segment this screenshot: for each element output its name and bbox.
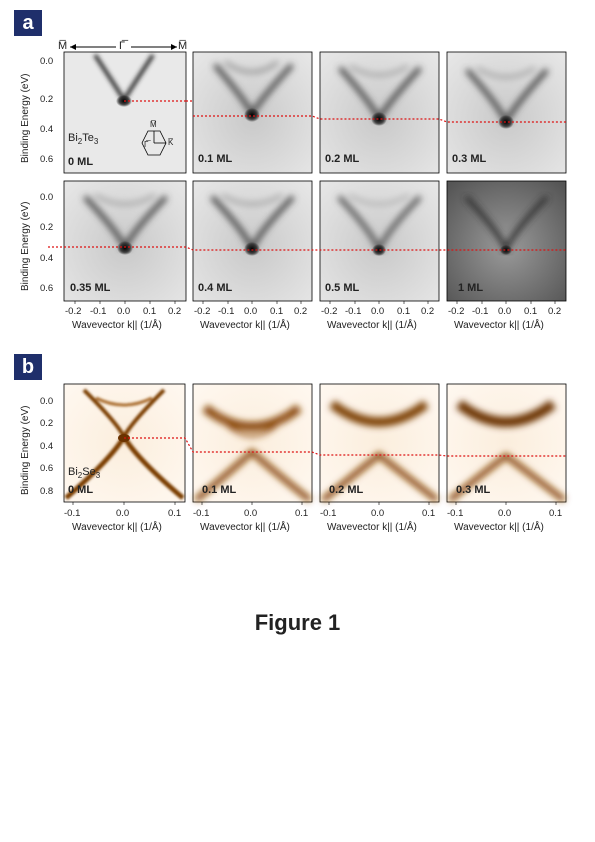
ytick: 0.2 xyxy=(40,418,54,429)
xtick: 0.2 xyxy=(421,306,435,317)
xtick: -0.1 xyxy=(472,306,489,317)
xtick: -0.1 xyxy=(193,508,210,519)
panel-a-0.4ML xyxy=(192,180,313,302)
panel-a-0.3ML xyxy=(446,51,567,174)
panel-b-0ML xyxy=(63,383,186,503)
kpath-center-label: Γ̅ xyxy=(119,40,126,52)
panel-b-xlabel: Wavevector k|| (1/Å) xyxy=(200,522,290,533)
ytick: 0.0 xyxy=(40,56,54,67)
panel-a-xlabel: Wavevector k|| (1/Å) xyxy=(454,320,544,331)
xtick: 0.0 xyxy=(116,508,130,519)
ytick: 0.4 xyxy=(40,441,54,452)
xtick: 0.1 xyxy=(549,508,563,519)
ytick: 0.2 xyxy=(40,222,54,233)
panel-a-row2-ylabel: Binding Energy (eV) xyxy=(20,201,31,292)
xtick: -0.2 xyxy=(321,306,338,317)
panel-b-0.1ML xyxy=(192,383,313,503)
xtick: 0.0 xyxy=(117,306,131,317)
thickness-label: 0.35 ML xyxy=(70,282,111,294)
kpath-left-label: M̅ xyxy=(58,40,68,52)
panel-b-xlabel: Wavevector k|| (1/Å) xyxy=(72,522,162,533)
xtick: 0.1 xyxy=(270,306,284,317)
material-label-bi2se3: Bi2Se3 xyxy=(68,466,101,481)
ytick: 0.6 xyxy=(40,283,54,294)
panel-b-xlabel: Wavevector k|| (1/Å) xyxy=(454,522,544,533)
panel-a-0.5ML xyxy=(319,180,440,302)
thickness-label: 0.3 ML xyxy=(456,484,491,496)
thickness-label: 0.4 ML xyxy=(198,282,233,294)
xtick: 0.0 xyxy=(371,306,385,317)
xtick: -0.2 xyxy=(448,306,465,317)
thickness-label: 0.5 ML xyxy=(325,282,360,294)
panel-a-1ML xyxy=(446,180,567,302)
panel-a-label: a xyxy=(14,10,42,36)
xtick: 0.1 xyxy=(422,508,436,519)
xtick: 0.1 xyxy=(295,508,309,519)
xtick: -0.1 xyxy=(447,508,464,519)
panel-a-0.35ML xyxy=(63,180,187,302)
kpath-right-label: M̅ xyxy=(178,40,188,52)
xtick: 0.1 xyxy=(397,306,411,317)
xtick: -0.2 xyxy=(194,306,211,317)
thickness-label: 0.2 ML xyxy=(325,153,360,165)
xtick: -0.1 xyxy=(218,306,235,317)
thickness-label: 0.1 ML xyxy=(198,153,233,165)
xtick: 0.0 xyxy=(244,508,258,519)
xtick: 0.2 xyxy=(548,306,562,317)
ytick: 0.6 xyxy=(40,154,54,165)
panel-a-xlabel: Wavevector k|| (1/Å) xyxy=(200,320,290,331)
panel-a-0.2ML xyxy=(319,51,440,174)
xtick: -0.1 xyxy=(345,306,362,317)
xtick: 0.2 xyxy=(168,306,182,317)
xtick: 0.1 xyxy=(168,508,182,519)
bz-label-gamma: Γ̅ xyxy=(144,140,149,149)
thickness-label: 0 ML xyxy=(68,484,94,496)
thickness-label: 1 ML xyxy=(458,282,484,294)
panel-b-0.2ML xyxy=(319,383,440,503)
thickness-label: 0.3 ML xyxy=(452,153,487,165)
panel-b-ylabel: Binding Energy (eV) xyxy=(20,405,31,496)
xtick: -0.1 xyxy=(320,508,337,519)
xtick: -0.2 xyxy=(65,306,82,317)
thickness-label: 0 ML xyxy=(68,156,94,168)
xtick: 0.1 xyxy=(143,306,157,317)
bz-label-m: M̅ xyxy=(150,120,157,129)
figure-caption: Figure 1 xyxy=(254,610,341,635)
xtick: 0.1 xyxy=(524,306,538,317)
panel-b-0.3ML xyxy=(446,383,567,503)
xtick: -0.1 xyxy=(90,306,107,317)
xtick: 0.0 xyxy=(244,306,258,317)
ytick: 0.0 xyxy=(40,396,54,407)
panel-b-xlabel: Wavevector k|| (1/Å) xyxy=(327,522,417,533)
panel-a-0ML xyxy=(63,51,187,174)
ytick: 0.4 xyxy=(40,124,54,135)
bz-label-k: K̅ xyxy=(168,138,174,147)
panel-a-0.1ML xyxy=(192,51,313,174)
xtick: 0.0 xyxy=(371,508,385,519)
panel-a-row1-ylabel: Binding Energy (eV) xyxy=(20,73,31,164)
panel-a-xlabel: Wavevector k|| (1/Å) xyxy=(72,320,162,331)
xtick: 0.2 xyxy=(294,306,308,317)
ytick: 0.0 xyxy=(40,192,54,203)
bz-hexagon-inset xyxy=(141,130,167,156)
xtick: 0.0 xyxy=(498,508,512,519)
xtick: 0.0 xyxy=(498,306,512,317)
ytick: 0.8 xyxy=(40,486,54,497)
panel-b-label: b xyxy=(14,354,42,380)
ytick: 0.2 xyxy=(40,94,54,105)
thickness-label: 0.2 ML xyxy=(329,484,364,496)
material-label-bi2te3: Bi2Te3 xyxy=(68,132,99,147)
panel-a-xlabel: Wavevector k|| (1/Å) xyxy=(327,320,417,331)
ytick: 0.6 xyxy=(40,463,54,474)
ytick: 0.4 xyxy=(40,253,54,264)
xtick: -0.1 xyxy=(64,508,81,519)
thickness-label: 0.1 ML xyxy=(202,484,237,496)
